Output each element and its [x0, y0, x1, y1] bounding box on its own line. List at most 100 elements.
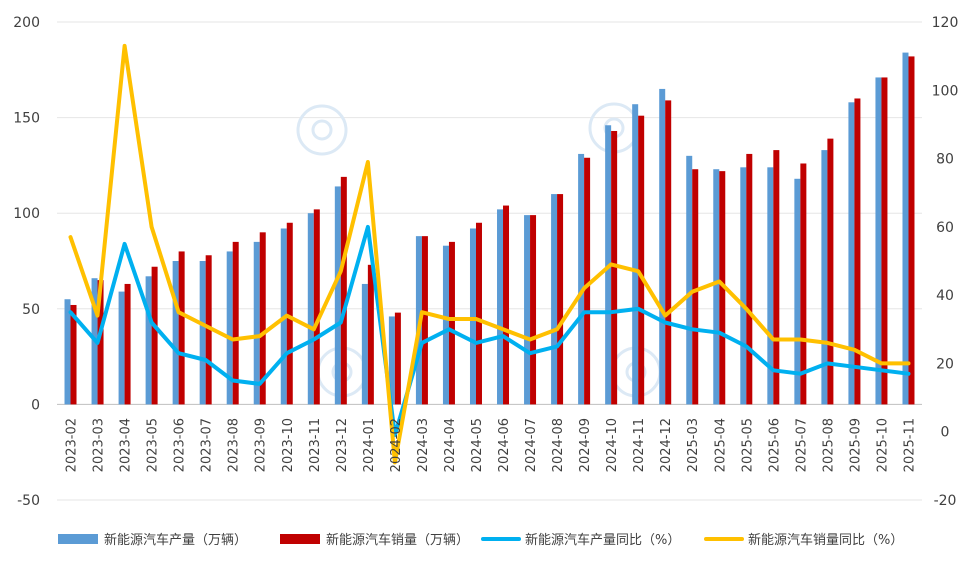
- left-y-tick-label: 100: [13, 206, 40, 222]
- sales-bar: [557, 194, 564, 405]
- production-bar: [848, 102, 855, 405]
- sales-bar: [151, 266, 158, 405]
- production-bar: [767, 167, 774, 405]
- sales-bar: [286, 222, 293, 405]
- production-bar: [902, 52, 909, 405]
- sales-bar: [530, 215, 537, 405]
- production-bar: [659, 88, 666, 405]
- sales-bar: [340, 176, 347, 405]
- x-tick-label: 2023-11: [308, 418, 323, 472]
- sales-bar: [259, 232, 266, 405]
- x-tick-label: 2023-08: [227, 418, 242, 472]
- production-bar: [578, 153, 585, 405]
- production-bar: [686, 155, 693, 405]
- legend-sales-yoy-label: 新能源汽车销量同比（%）: [748, 532, 903, 548]
- sales-bar: [881, 77, 888, 405]
- production-bar: [361, 283, 368, 405]
- right-y-tick-label: 40: [936, 288, 954, 304]
- sales-bar: [665, 100, 672, 405]
- x-tick-label: 2025-05: [740, 418, 755, 472]
- sales-bar: [611, 130, 618, 405]
- production-bar: [524, 215, 531, 405]
- right-y-tick-label: -20: [934, 493, 957, 509]
- sales-bar: [394, 312, 401, 405]
- sales-bar: [854, 98, 861, 405]
- sales-bar: [475, 222, 482, 405]
- production-bar: [632, 104, 639, 405]
- production-bar: [551, 194, 558, 405]
- production-bar: [497, 209, 504, 405]
- x-tick-label: 2024-02: [389, 418, 404, 472]
- bar-series: [64, 52, 915, 405]
- right-y-tick-label: 80: [936, 152, 954, 168]
- sales-bar: [773, 150, 780, 405]
- x-tick-label: 2024-03: [416, 418, 431, 472]
- x-tick-label: 2023-04: [119, 418, 134, 472]
- x-tick-label: 2025-04: [713, 418, 728, 472]
- sales-bar: [232, 241, 239, 405]
- x-tick-label: 2023-05: [146, 418, 161, 472]
- x-tick-label: 2023-12: [335, 418, 350, 472]
- sales-bar: [638, 115, 645, 405]
- legend: 新能源汽车产量（万辆） 新能源汽车销量（万辆） 新能源汽车产量同比（%） 新能源汽车销…: [58, 532, 903, 548]
- x-tick-label: 2024-10: [605, 418, 620, 472]
- sales-bar: [719, 171, 726, 405]
- right-y-tick-label: 60: [936, 220, 954, 236]
- production-bar: [821, 150, 828, 405]
- sales-bar: [421, 236, 428, 405]
- production-bar: [442, 245, 449, 405]
- x-tick-label: 2024-04: [443, 418, 458, 472]
- x-tick-label: 2025-10: [875, 418, 890, 472]
- left-y-axis: -50 0 50 100 150 200: [13, 15, 40, 509]
- sales-bar: [800, 163, 807, 405]
- x-tick-label: 2023-03: [92, 418, 107, 472]
- left-y-tick-label: 50: [22, 302, 40, 318]
- legend-production-swatch: [58, 534, 98, 544]
- x-tick-label: 2024-09: [578, 418, 593, 472]
- production-bar: [469, 228, 476, 405]
- sales-bar: [367, 264, 374, 405]
- x-tick-label: 2024-11: [632, 418, 647, 472]
- right-y-tick-label: 100: [932, 83, 959, 99]
- production-bar: [118, 291, 125, 405]
- x-tick-label: 2024-12: [659, 418, 674, 472]
- legend-sales-label: 新能源汽车销量（万辆）: [326, 532, 469, 548]
- sales-bar: [746, 153, 753, 405]
- sales-bar: [70, 304, 77, 405]
- x-tick-label: 2025-06: [767, 418, 782, 472]
- legend-production-label: 新能源汽车产量（万辆）: [104, 532, 247, 548]
- production-yoy-line: [68, 224, 911, 438]
- production-bar: [740, 167, 747, 405]
- right-y-tick-label: 20: [936, 356, 954, 372]
- legend-production-yoy-label: 新能源汽车产量同比（%）: [525, 532, 680, 548]
- production-bar: [172, 261, 179, 405]
- sales-bar: [205, 255, 212, 405]
- x-tick-label: 2023-06: [173, 418, 188, 472]
- x-tick-label: 2023-09: [254, 418, 269, 472]
- left-y-tick-label: 150: [13, 111, 40, 127]
- production-bar: [713, 169, 720, 405]
- right-y-axis: -20 0 20 40 60 80 100 120: [932, 15, 959, 509]
- x-tick-label: 2023-10: [281, 418, 296, 472]
- x-tick-label: 2024-01: [362, 418, 377, 472]
- x-tick-label: 2024-05: [470, 418, 485, 472]
- production-bar: [226, 251, 233, 405]
- line-series: [68, 43, 911, 465]
- x-tick-label: 2025-03: [686, 418, 701, 472]
- sales-bar: [827, 138, 834, 405]
- production-bar: [199, 261, 206, 405]
- sales-bar: [448, 241, 455, 405]
- right-y-tick-label: 0: [941, 425, 950, 441]
- sales-bar: [313, 209, 320, 405]
- sales-yoy-line: [68, 43, 911, 465]
- left-y-tick-label: 200: [13, 15, 40, 31]
- sales-bar: [584, 157, 591, 405]
- x-tick-label: 2023-02: [65, 418, 80, 472]
- sales-bar: [503, 205, 510, 405]
- sales-bar: [692, 169, 699, 405]
- x-tick-label: 2024-08: [551, 418, 566, 472]
- x-tick-label: 2025-11: [902, 418, 917, 472]
- sales-bar: [124, 283, 131, 405]
- production-bar: [875, 77, 882, 405]
- x-tick-label: 2025-08: [821, 418, 836, 472]
